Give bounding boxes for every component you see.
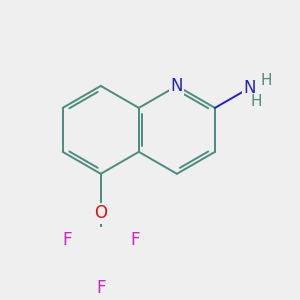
Text: F: F	[96, 279, 106, 297]
Text: N: N	[171, 77, 183, 95]
Text: N: N	[244, 79, 256, 97]
Text: F: F	[62, 231, 72, 249]
Text: F: F	[130, 231, 140, 249]
Text: H: H	[260, 74, 272, 88]
Text: H: H	[251, 94, 262, 109]
Text: O: O	[94, 204, 107, 222]
